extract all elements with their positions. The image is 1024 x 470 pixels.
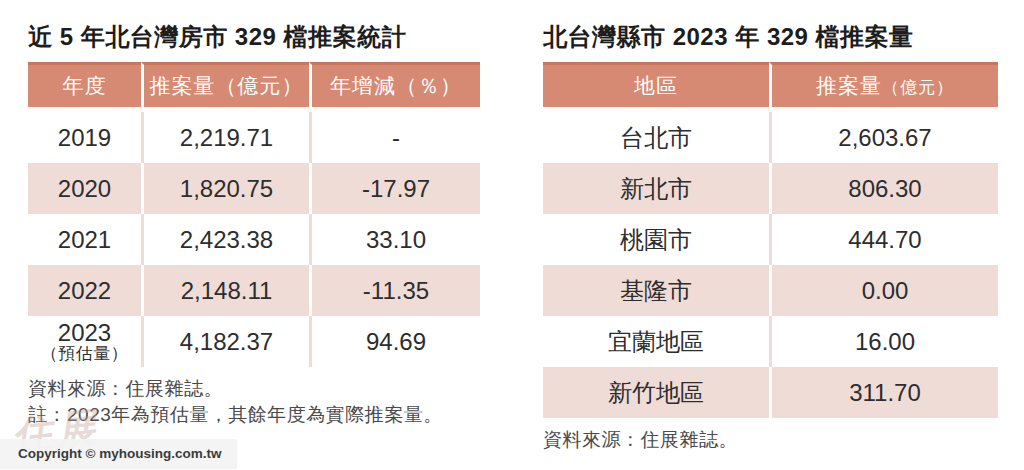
table-row: 桃園市 444.70 [543,214,998,265]
cell-volume: 2,219.71 [141,112,309,163]
left-header-yoy: 年增減（％） [309,62,480,112]
left-table-title: 近 5 年北台灣房市 329 檔推案統計 [28,22,480,52]
cell-year: 2022 [28,265,141,316]
cell-volume: 806.30 [769,163,998,214]
cell-year: 2023 （預估量） [28,316,141,367]
cell-region: 新竹地區 [543,367,769,418]
source-note: 資料來源：住展雜誌。 [543,427,998,453]
cell-yoy: -11.35 [309,265,480,316]
left-header-year: 年度 [28,62,141,112]
table-row: 新北市 806.30 [543,163,998,214]
source-note: 資料來源：住展雜誌。 [28,376,480,402]
left-table-panel: 近 5 年北台灣房市 329 檔推案統計 年度 推案量（億元） 年增減（％） 2… [28,22,480,427]
right-header-volume-label: 推案量 [816,74,882,97]
table-row: 基隆市 0.00 [543,265,998,316]
cell-year-value: 2023 [58,319,111,346]
right-table-notes: 資料來源：住展雜誌。 [543,427,998,453]
cell-volume: 444.70 [769,214,998,265]
cell-region: 基隆市 [543,265,769,316]
left-table: 年度 推案量（億元） 年增減（％） 2019 2,219.71 - 2020 1… [28,62,480,367]
cell-volume: 1,820.75 [141,163,309,214]
cell-volume: 0.00 [769,265,998,316]
cell-volume: 16.00 [769,316,998,367]
table-row: 宜蘭地區 16.00 [543,316,998,367]
right-header-volume-unit: （億元） [882,78,954,97]
cell-yoy: 94.69 [309,316,480,367]
cell-volume: 311.70 [769,367,998,418]
cell-volume: 2,603.67 [769,112,998,163]
cell-volume: 4,182.37 [141,316,309,367]
right-table-header-row: 地區 推案量（億元） [543,62,998,112]
right-header-region: 地區 [543,62,769,112]
table-row: 2021 2,423.38 33.10 [28,214,480,265]
cell-region: 新北市 [543,163,769,214]
cell-volume: 2,423.38 [141,214,309,265]
cell-region: 桃園市 [543,214,769,265]
cell-volume: 2,148.11 [141,265,309,316]
cell-year: 2019 [28,112,141,163]
table-row: 2022 2,148.11 -11.35 [28,265,480,316]
cell-region: 宜蘭地區 [543,316,769,367]
table-row: 台北市 2,603.67 [543,112,998,163]
copyright-text: Copyright © myhousing.com.tw [18,446,221,461]
left-header-volume: 推案量（億元） [141,62,309,112]
table-row: 2020 1,820.75 -17.97 [28,163,480,214]
infographic-canvas: 近 5 年北台灣房市 329 檔推案統計 年度 推案量（億元） 年增減（％） 2… [0,0,1024,470]
left-table-header-row: 年度 推案量（億元） 年增減（％） [28,62,480,112]
cell-yoy: 33.10 [309,214,480,265]
right-table-panel: 北台灣縣市 2023 年 329 檔推案量 地區 推案量（億元） 台北市 2,6… [543,22,998,453]
right-header-volume: 推案量（億元） [769,62,998,112]
table-row: 2023 （預估量） 4,182.37 94.69 [28,316,480,367]
cell-year-note: （預估量） [28,345,141,363]
table-row: 2019 2,219.71 - [28,112,480,163]
copyright-bar: Copyright © myhousing.com.tw [0,439,237,469]
right-table-title: 北台灣縣市 2023 年 329 檔推案量 [543,22,998,52]
table-row: 新竹地區 311.70 [543,367,998,418]
cell-yoy: -17.97 [309,163,480,214]
cell-yoy: - [309,112,480,163]
right-table: 地區 推案量（億元） 台北市 2,603.67 新北市 806.30 桃園市 [543,62,998,418]
cell-year: 2020 [28,163,141,214]
cell-region: 台北市 [543,112,769,163]
cell-year: 2021 [28,214,141,265]
